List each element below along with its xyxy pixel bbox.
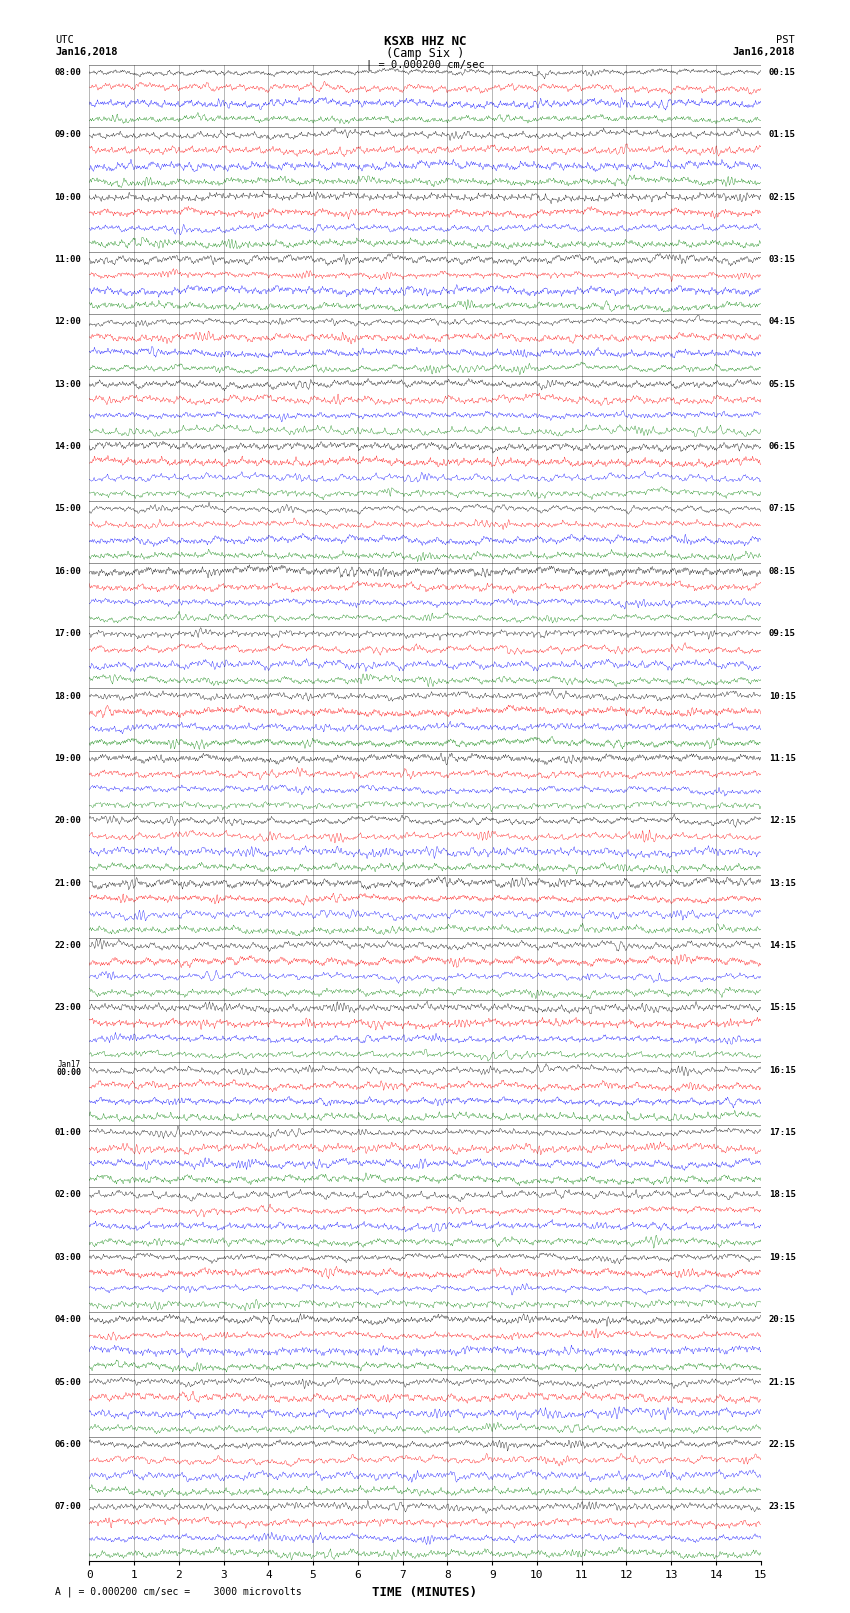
Text: 14:15: 14:15 <box>768 940 796 950</box>
Text: PST: PST <box>776 35 795 45</box>
Text: UTC: UTC <box>55 35 74 45</box>
Text: 12:00: 12:00 <box>54 318 82 326</box>
Text: 14:00: 14:00 <box>54 442 82 452</box>
Text: 11:15: 11:15 <box>768 753 796 763</box>
Text: 04:15: 04:15 <box>768 318 796 326</box>
Text: 05:15: 05:15 <box>768 379 796 389</box>
Text: 02:00: 02:00 <box>54 1190 82 1200</box>
Text: 09:15: 09:15 <box>768 629 796 639</box>
Text: 23:00: 23:00 <box>54 1003 82 1013</box>
Text: 21:00: 21:00 <box>54 879 82 887</box>
Text: Jan17: Jan17 <box>58 1060 82 1069</box>
X-axis label: TIME (MINUTES): TIME (MINUTES) <box>372 1586 478 1598</box>
Text: | = 0.000200 cm/sec: | = 0.000200 cm/sec <box>366 60 484 71</box>
Text: 18:00: 18:00 <box>54 692 82 700</box>
Text: 13:00: 13:00 <box>54 379 82 389</box>
Text: 01:15: 01:15 <box>768 131 796 139</box>
Text: 01:00: 01:00 <box>54 1127 82 1137</box>
Text: 20:15: 20:15 <box>768 1315 796 1324</box>
Text: A | = 0.000200 cm/sec =    3000 microvolts: A | = 0.000200 cm/sec = 3000 microvolts <box>55 1586 302 1597</box>
Text: 13:15: 13:15 <box>768 879 796 887</box>
Text: 08:00: 08:00 <box>54 68 82 77</box>
Text: 17:00: 17:00 <box>54 629 82 639</box>
Text: 18:15: 18:15 <box>768 1190 796 1200</box>
Text: 03:15: 03:15 <box>768 255 796 265</box>
Text: 04:00: 04:00 <box>54 1315 82 1324</box>
Text: KSXB HHZ NC: KSXB HHZ NC <box>383 35 467 48</box>
Text: 19:00: 19:00 <box>54 753 82 763</box>
Text: 08:15: 08:15 <box>768 566 796 576</box>
Text: 03:00: 03:00 <box>54 1253 82 1261</box>
Text: 16:15: 16:15 <box>768 1066 796 1074</box>
Text: 11:00: 11:00 <box>54 255 82 265</box>
Text: 23:15: 23:15 <box>768 1502 796 1511</box>
Text: 20:00: 20:00 <box>54 816 82 826</box>
Text: 05:00: 05:00 <box>54 1378 82 1387</box>
Text: Jan16,2018: Jan16,2018 <box>55 47 118 56</box>
Text: 19:15: 19:15 <box>768 1253 796 1261</box>
Text: 00:15: 00:15 <box>768 68 796 77</box>
Text: 10:00: 10:00 <box>54 192 82 202</box>
Text: 00:00: 00:00 <box>56 1068 82 1077</box>
Text: Jan16,2018: Jan16,2018 <box>732 47 795 56</box>
Text: 12:15: 12:15 <box>768 816 796 826</box>
Text: 09:00: 09:00 <box>54 131 82 139</box>
Text: 15:15: 15:15 <box>768 1003 796 1013</box>
Text: 22:15: 22:15 <box>768 1440 796 1448</box>
Text: (Camp Six ): (Camp Six ) <box>386 47 464 60</box>
Text: 07:00: 07:00 <box>54 1502 82 1511</box>
Text: 15:00: 15:00 <box>54 505 82 513</box>
Text: 07:15: 07:15 <box>768 505 796 513</box>
Text: 22:00: 22:00 <box>54 940 82 950</box>
Text: 16:00: 16:00 <box>54 566 82 576</box>
Text: 06:00: 06:00 <box>54 1440 82 1448</box>
Text: 06:15: 06:15 <box>768 442 796 452</box>
Text: 02:15: 02:15 <box>768 192 796 202</box>
Text: 10:15: 10:15 <box>768 692 796 700</box>
Text: 21:15: 21:15 <box>768 1378 796 1387</box>
Text: 17:15: 17:15 <box>768 1127 796 1137</box>
